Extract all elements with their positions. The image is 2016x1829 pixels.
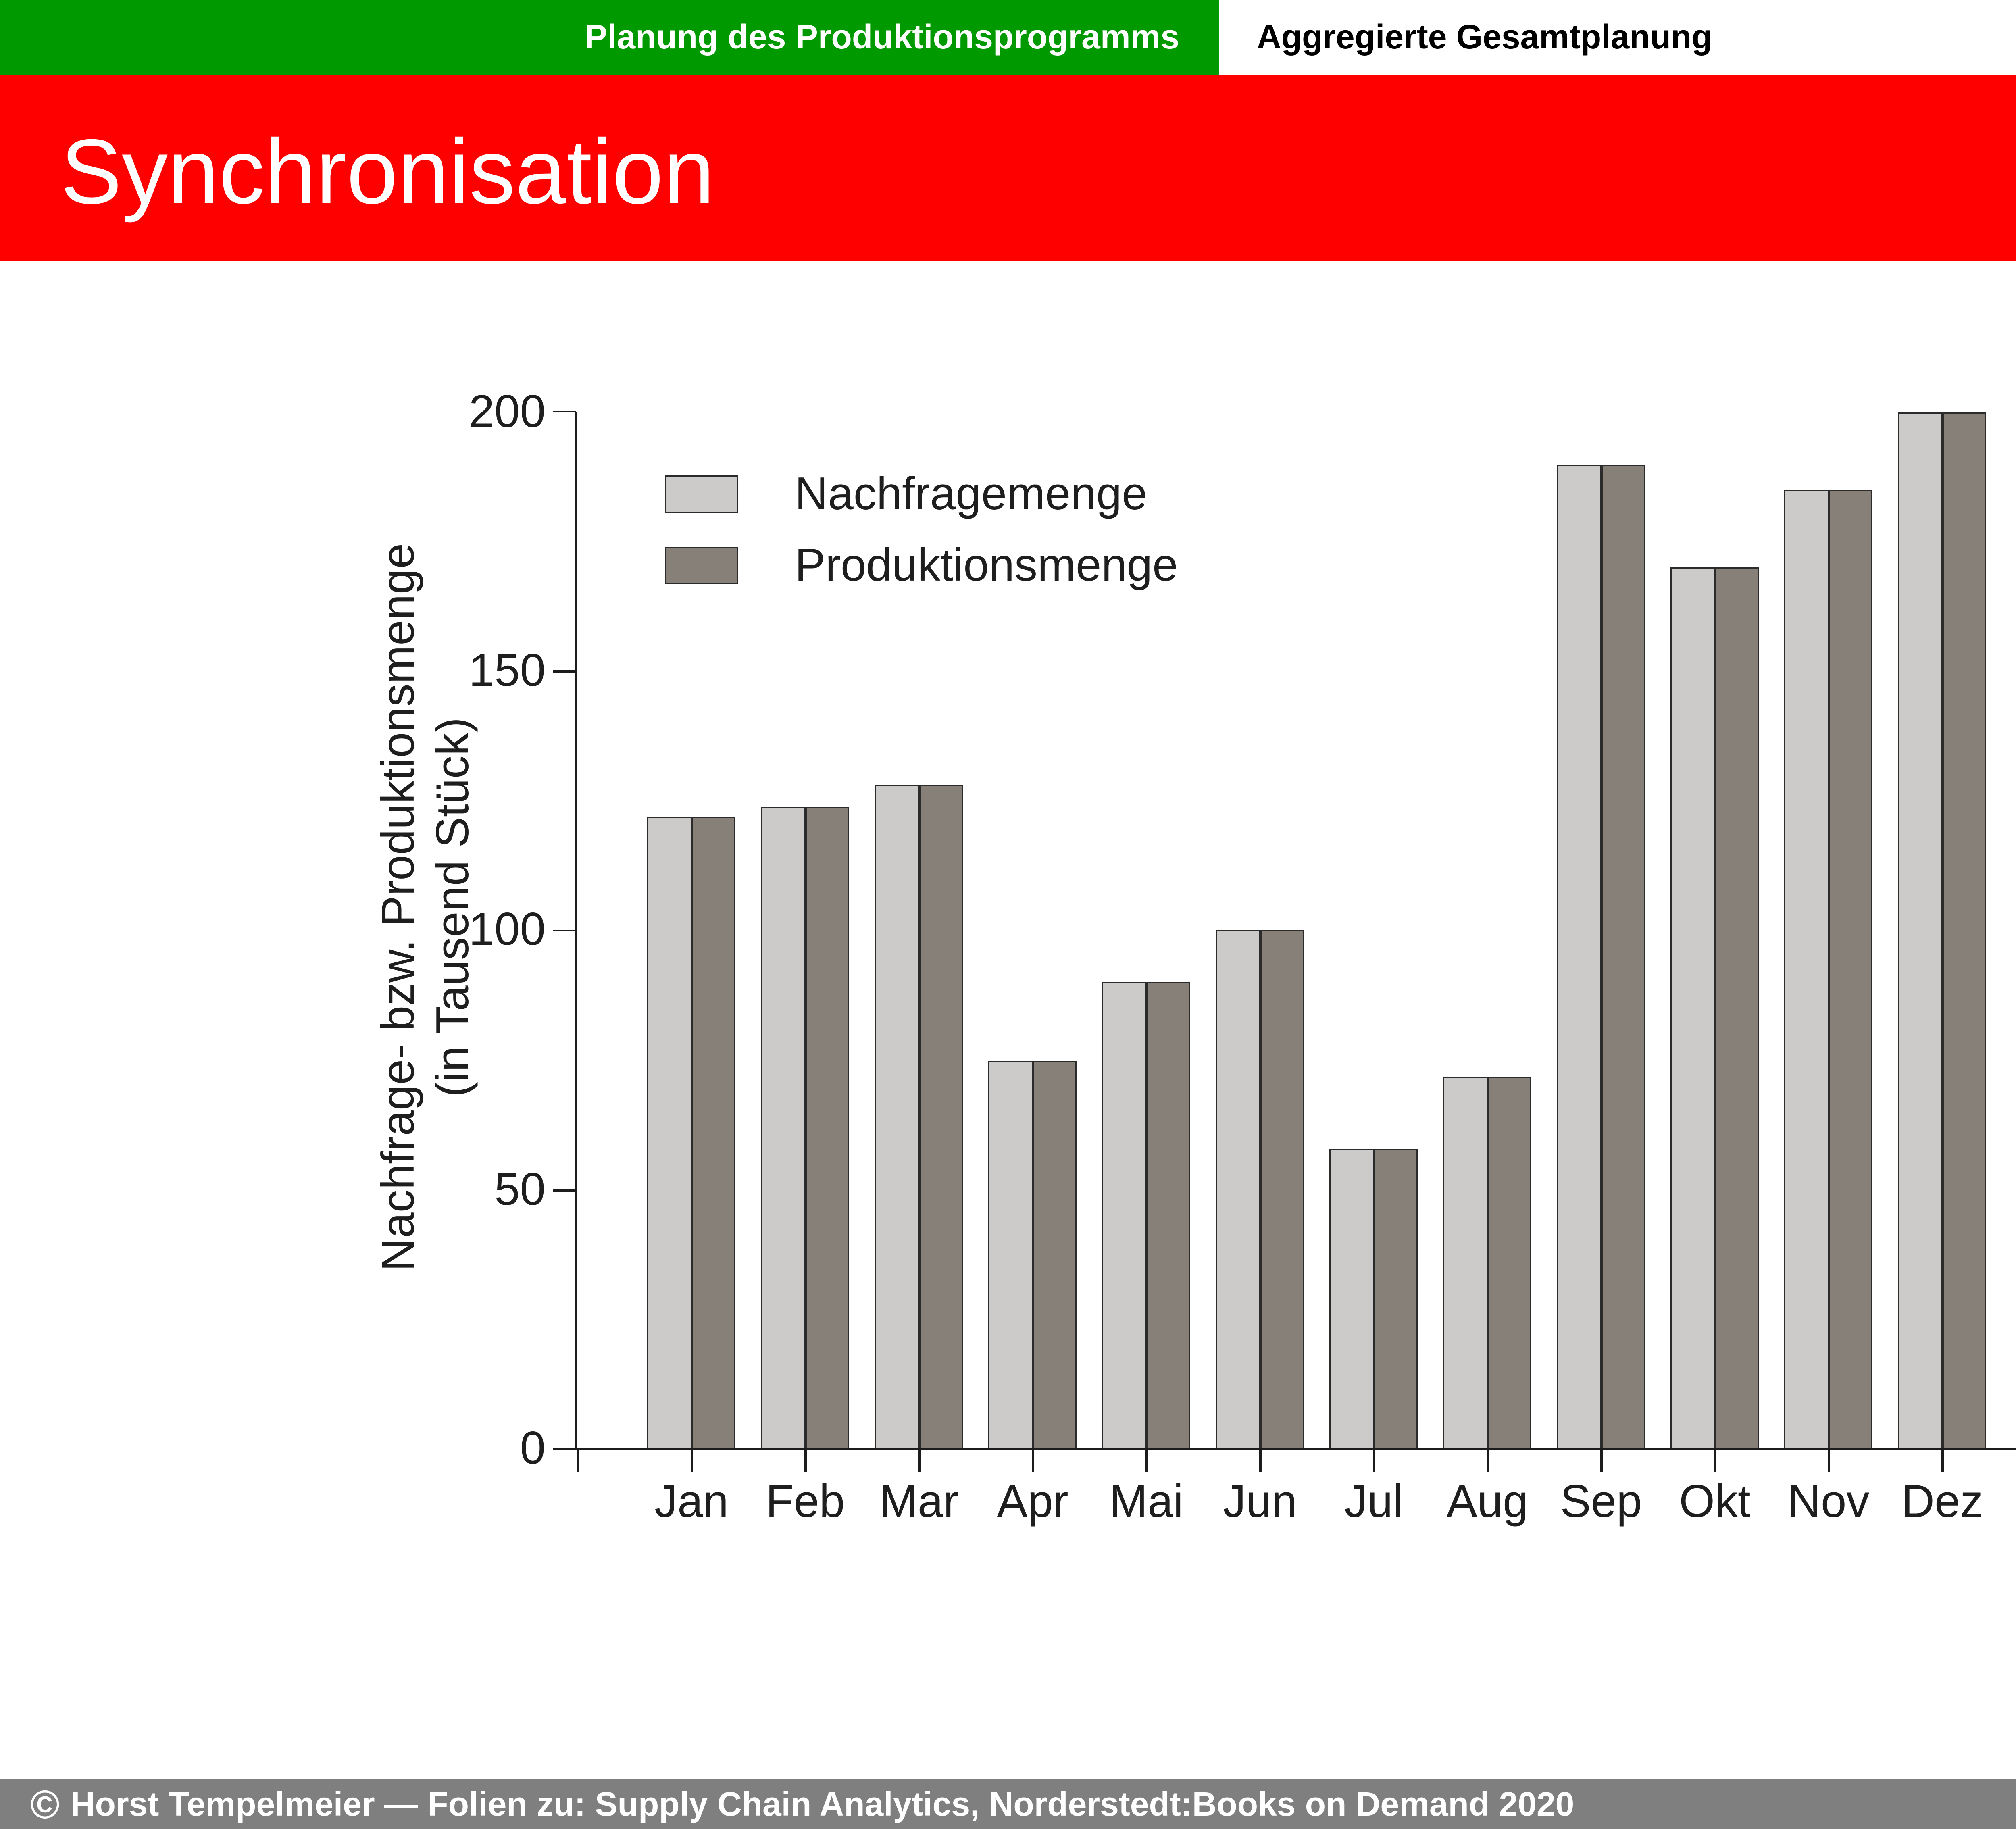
- x-tick: [1031, 1449, 1034, 1472]
- x-tick: [1486, 1449, 1489, 1472]
- copyright-icon: ©: [30, 1782, 60, 1827]
- legend-swatch-produktionsmenge: [665, 547, 738, 584]
- bar-produktionsmenge-Sep: [1601, 464, 1645, 1450]
- bar-produktionsmenge-Feb: [805, 806, 850, 1450]
- bar-nachfragemenge-Nov: [1784, 490, 1829, 1450]
- x-tick: [804, 1449, 806, 1472]
- x-tick: [577, 1449, 579, 1472]
- legend-label-nachfragemenge: Nachfragemenge: [795, 469, 1148, 520]
- x-axis-label-Apr: Apr: [997, 1477, 1068, 1528]
- x-tick: [1827, 1449, 1830, 1472]
- x-tick: [1600, 1449, 1602, 1472]
- x-tick: [1714, 1449, 1716, 1472]
- bar-nachfragemenge-Okt: [1670, 567, 1715, 1450]
- bar-nachfragemenge-Jul: [1329, 1148, 1374, 1450]
- y-tick: [553, 929, 576, 932]
- header-subsection-label: Aggregierte Gesamtplanung: [1257, 18, 1712, 56]
- y-axis-title-line1: Nachfrage- bzw. Produktionsmenge: [374, 543, 425, 1271]
- x-axis-label-Okt: Okt: [1679, 1477, 1751, 1528]
- header-subsection: Aggregierte Gesamtplanung: [1219, 0, 2016, 75]
- footer-copyright-text: Horst Tempelmeier — Folien zu: Supply Ch…: [70, 1785, 1574, 1823]
- bar-produktionsmenge-Aug: [1487, 1076, 1532, 1450]
- bar-nachfragemenge-Jun: [1216, 931, 1260, 1450]
- bar-nachfragemenge-Aug: [1443, 1076, 1488, 1450]
- x-axis-label-Dez: Dez: [1901, 1477, 1983, 1528]
- y-tick: [553, 1448, 576, 1451]
- y-tick: [553, 411, 576, 413]
- x-tick: [918, 1449, 920, 1472]
- bar-produktionsmenge-Dez: [1942, 412, 1987, 1450]
- y-tick-label-0: 0: [520, 1424, 546, 1475]
- y-tick: [553, 670, 576, 673]
- y-tick: [553, 1189, 576, 1192]
- footer-bar: © Horst Tempelmeier — Folien zu: Supply …: [0, 1779, 2016, 1829]
- y-tick-label-200: 200: [469, 386, 546, 437]
- bar-produktionsmenge-Jun: [1260, 931, 1304, 1450]
- x-tick: [1259, 1449, 1261, 1472]
- bar-produktionsmenge-Nov: [1829, 490, 1873, 1450]
- y-axis-line: [575, 412, 577, 1450]
- y-axis-title: Nachfrage- bzw. Produktionsmenge (in Tau…: [373, 543, 481, 1271]
- bar-produktionsmenge-Mai: [1146, 983, 1191, 1450]
- header-bar: Planung des Produktionsprogramms Aggregi…: [0, 0, 2016, 75]
- x-tick: [1145, 1449, 1148, 1472]
- bar-produktionsmenge-Mar: [919, 785, 963, 1450]
- bar-nachfragemenge-Dez: [1898, 412, 1943, 1450]
- x-axis-label-Jan: Jan: [654, 1477, 729, 1528]
- bar-produktionsmenge-Jan: [691, 817, 736, 1450]
- x-tick: [1941, 1449, 1943, 1472]
- y-tick-label-50: 50: [494, 1164, 546, 1216]
- bar-nachfragemenge-Sep: [1557, 464, 1602, 1450]
- bar-nachfragemenge-Jan: [647, 817, 692, 1450]
- x-axis-label-Sep: Sep: [1560, 1477, 1642, 1528]
- legend-label-produktionsmenge: Produktionsmenge: [795, 541, 1178, 592]
- bar-produktionsmenge-Apr: [1033, 1060, 1077, 1450]
- header-section: Planung des Produktionsprogramms: [0, 0, 1219, 75]
- bar-produktionsmenge-Okt: [1715, 567, 1759, 1450]
- y-axis-title-line2: (in Tausend Stück): [428, 717, 479, 1098]
- y-tick-label-150: 150: [469, 646, 546, 697]
- x-axis-label-Aug: Aug: [1446, 1477, 1529, 1528]
- x-axis-label-Mai: Mai: [1109, 1477, 1183, 1528]
- x-axis-line: [576, 1448, 2016, 1451]
- x-axis-label-Feb: Feb: [765, 1477, 845, 1528]
- bar-nachfragemenge-Apr: [988, 1060, 1033, 1450]
- page-title: Synchronisation: [60, 120, 715, 223]
- title-bar: Synchronisation: [0, 75, 2016, 261]
- x-axis-label-Jul: Jul: [1344, 1477, 1403, 1528]
- x-tick: [690, 1449, 693, 1472]
- y-tick-label-100: 100: [469, 905, 546, 956]
- x-axis-label-Nov: Nov: [1787, 1477, 1870, 1528]
- legend-swatch-nachfragemenge: [665, 475, 738, 513]
- bar-nachfragemenge-Feb: [761, 806, 806, 1450]
- bar-nachfragemenge-Mar: [875, 785, 919, 1450]
- header-section-label: Planung des Produktionsprogramms: [585, 18, 1179, 56]
- footer-copyright: © Horst Tempelmeier — Folien zu: Supply …: [30, 1784, 1574, 1824]
- bar-produktionsmenge-Jul: [1374, 1148, 1418, 1450]
- x-axis-label-Mar: Mar: [879, 1477, 959, 1528]
- bar-nachfragemenge-Mai: [1102, 983, 1147, 1450]
- x-tick: [1372, 1449, 1375, 1472]
- x-axis-label-Jun: Jun: [1223, 1477, 1297, 1528]
